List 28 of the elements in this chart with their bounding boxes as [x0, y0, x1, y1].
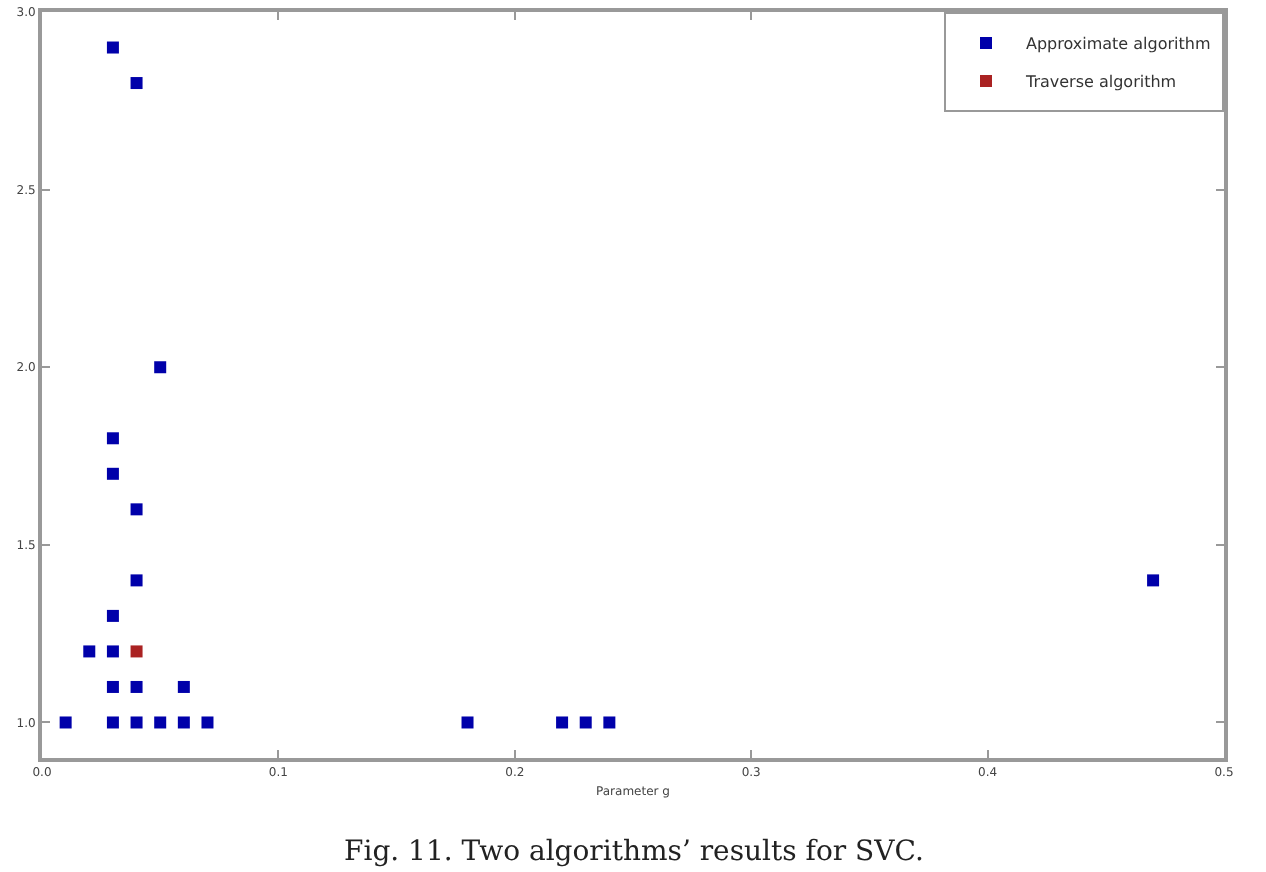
point — [130, 716, 143, 729]
point — [106, 645, 119, 658]
point — [177, 716, 190, 729]
point — [154, 361, 167, 374]
legend-label: Traverse algorithm — [1024, 73, 1177, 92]
point — [106, 716, 119, 729]
point — [1147, 574, 1160, 587]
point — [106, 680, 119, 693]
point — [130, 645, 143, 658]
legend-label: Approximate algorithm — [1026, 35, 1211, 54]
caption: Fig. 11. Two algorithms’ results for SVC. — [344, 836, 924, 868]
point — [579, 716, 592, 729]
point — [130, 574, 143, 587]
point — [154, 716, 167, 729]
point — [106, 609, 119, 622]
point — [461, 716, 474, 729]
point — [201, 716, 214, 729]
point — [130, 680, 143, 693]
point — [83, 645, 96, 658]
point — [106, 41, 119, 54]
point — [603, 716, 616, 729]
point — [59, 716, 72, 729]
point — [130, 503, 143, 516]
point — [106, 467, 119, 480]
point — [130, 77, 143, 90]
point — [106, 432, 119, 445]
point — [177, 680, 190, 693]
point — [556, 716, 569, 729]
